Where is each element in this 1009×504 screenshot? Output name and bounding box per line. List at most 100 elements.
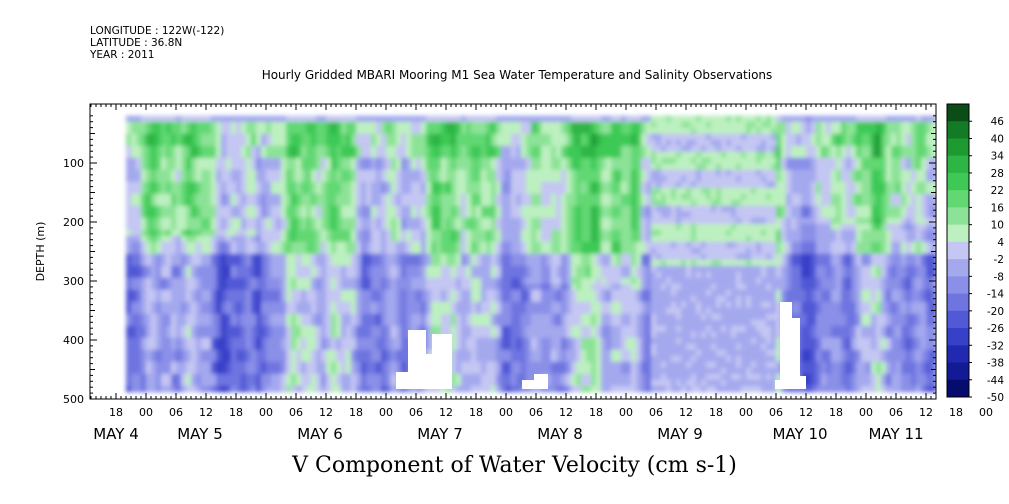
heatmap-cell: [616, 259, 622, 267]
heatmap-cell: [576, 259, 582, 267]
heatmap-cell: [286, 289, 292, 297]
heatmap-cell: [551, 289, 557, 297]
heatmap-cell: [651, 157, 657, 165]
heatmap-cell: [231, 379, 237, 387]
heatmap-cell: [516, 295, 522, 303]
heatmap-cell: [436, 139, 442, 147]
heatmap-cell: [291, 223, 297, 231]
heatmap-cell: [501, 379, 507, 387]
heatmap-cell: [481, 253, 487, 261]
heatmap-cell: [641, 295, 647, 303]
heatmap-cell: [296, 355, 302, 363]
heatmap-cell: [576, 307, 582, 315]
heatmap-cell: [251, 139, 257, 147]
heatmap-cell: [641, 349, 647, 357]
heatmap-cell: [381, 265, 387, 273]
heatmap-cell: [646, 235, 652, 243]
heatmap-cell: [626, 163, 632, 171]
heatmap-cell: [236, 313, 242, 321]
heatmap-cell: [651, 187, 657, 195]
heatmap-cell: [156, 211, 162, 219]
heatmap-cell: [606, 289, 612, 297]
heatmap-cell: [236, 139, 242, 147]
heatmap-cell: [426, 205, 432, 213]
heatmap-cell: [576, 193, 582, 201]
heatmap-cell: [661, 193, 667, 201]
heatmap-cell: [246, 187, 252, 195]
heatmap-cell: [591, 385, 597, 393]
heatmap-cell: [146, 121, 152, 129]
heatmap-cell: [551, 343, 557, 351]
heatmap-cell: [561, 211, 567, 219]
heatmap-cell: [396, 235, 402, 243]
heatmap-cell: [501, 175, 507, 183]
heatmap-cell: [396, 187, 402, 195]
heatmap-cell: [141, 175, 147, 183]
heatmap-cell: [271, 187, 277, 195]
heatmap-cell: [271, 115, 277, 123]
heatmap-cell: [256, 289, 262, 297]
heatmap-cell: [496, 253, 502, 261]
heatmap-cell: [151, 343, 157, 351]
heatmap-cell: [276, 175, 282, 183]
heatmap-cell: [666, 193, 672, 201]
heatmap-cell: [516, 229, 522, 237]
heatmap-cell: [386, 223, 392, 231]
heatmap-cell: [516, 343, 522, 351]
heatmap-cell: [356, 211, 362, 219]
heatmap-cell: [311, 373, 317, 381]
heatmap-cell: [581, 373, 587, 381]
heatmap-cell: [581, 343, 587, 351]
heatmap-cell: [511, 259, 517, 267]
heatmap-cell: [476, 319, 482, 327]
heatmap-cell: [441, 181, 447, 189]
heatmap-cell: [381, 259, 387, 267]
heatmap-cell: [196, 373, 202, 381]
heatmap-cell: [231, 367, 237, 375]
heatmap-cell: [196, 205, 202, 213]
heatmap-cell: [641, 289, 647, 297]
heatmap-cell: [406, 127, 412, 135]
heatmap-cell: [231, 181, 237, 189]
heatmap-cell: [386, 169, 392, 177]
heatmap-cell: [176, 223, 182, 231]
heatmap-cell: [336, 121, 342, 129]
heatmap-cell: [291, 133, 297, 141]
heatmap-cell: [181, 355, 187, 363]
heatmap-cell: [396, 157, 402, 165]
heatmap-cell: [461, 127, 467, 135]
heatmap-cell: [151, 379, 157, 387]
heatmap-cell: [506, 373, 512, 381]
heatmap-cell: [311, 349, 317, 357]
heatmap-cell: [381, 121, 387, 129]
heatmap-cell: [126, 157, 132, 165]
heatmap-cell: [286, 259, 292, 267]
heatmap-cell: [631, 121, 637, 129]
heatmap-cell: [376, 211, 382, 219]
heatmap-cell: [316, 199, 322, 207]
heatmap-cell: [321, 151, 327, 159]
heatmap-cell: [406, 223, 412, 231]
heatmap-cell: [381, 217, 387, 225]
heatmap-cell: [456, 385, 462, 393]
heatmap-cell: [456, 139, 462, 147]
heatmap-cell: [166, 151, 172, 159]
heatmap-cell: [426, 151, 432, 159]
heatmap-cell: [261, 271, 267, 279]
heatmap-cell: [321, 379, 327, 387]
heatmap-cell: [136, 343, 142, 351]
heatmap-cell: [301, 181, 307, 189]
heatmap-cell: [201, 343, 207, 351]
heatmap-cell: [466, 115, 472, 123]
heatmap-cell: [486, 367, 492, 375]
heatmap-cell: [466, 211, 472, 219]
heatmap-cell: [211, 265, 217, 273]
heatmap-cell: [601, 217, 607, 225]
heatmap-cell: [306, 163, 312, 171]
heatmap-cell: [431, 133, 437, 141]
heatmap-cell: [226, 247, 232, 255]
heatmap-cell: [591, 169, 597, 177]
heatmap-cell: [601, 199, 607, 207]
heatmap-cell: [406, 163, 412, 171]
heatmap-cell: [426, 301, 432, 309]
